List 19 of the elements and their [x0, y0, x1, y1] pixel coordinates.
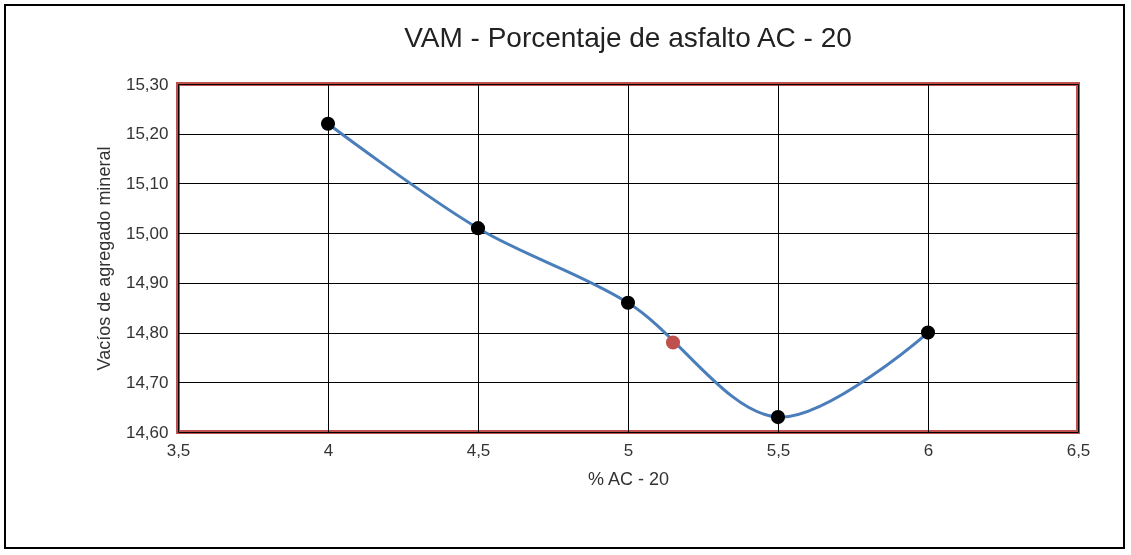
chart-title: VAM - Porcentaje de asfalto AC - 20	[404, 22, 852, 53]
x-tick-label: 5,5	[766, 440, 791, 460]
y-tick-label: 15,00	[125, 223, 169, 243]
x-tick-label: 3,5	[166, 440, 191, 460]
y-tick-label: 14,70	[125, 372, 169, 392]
y-tick-label: 15,20	[125, 124, 169, 144]
y-tick-label: 14,80	[125, 323, 169, 343]
x-tick-label: 4	[323, 440, 334, 460]
y-axis-title: Vacíos de agregado mineral	[93, 146, 114, 371]
y-tick-label: 14,90	[125, 273, 169, 293]
y-tick-label: 15,10	[125, 173, 169, 193]
y-tick-label: 15,30	[125, 74, 169, 94]
x-tick-label: 6	[923, 440, 934, 460]
x-tick-label: 6,5	[1066, 440, 1091, 460]
x-axis-title: % AC - 20	[587, 468, 670, 489]
x-tick-label: 4,5	[466, 440, 491, 460]
x-tick-label: 5	[623, 440, 634, 460]
y-tick-label: 14,60	[125, 422, 169, 442]
point	[665, 335, 681, 350]
